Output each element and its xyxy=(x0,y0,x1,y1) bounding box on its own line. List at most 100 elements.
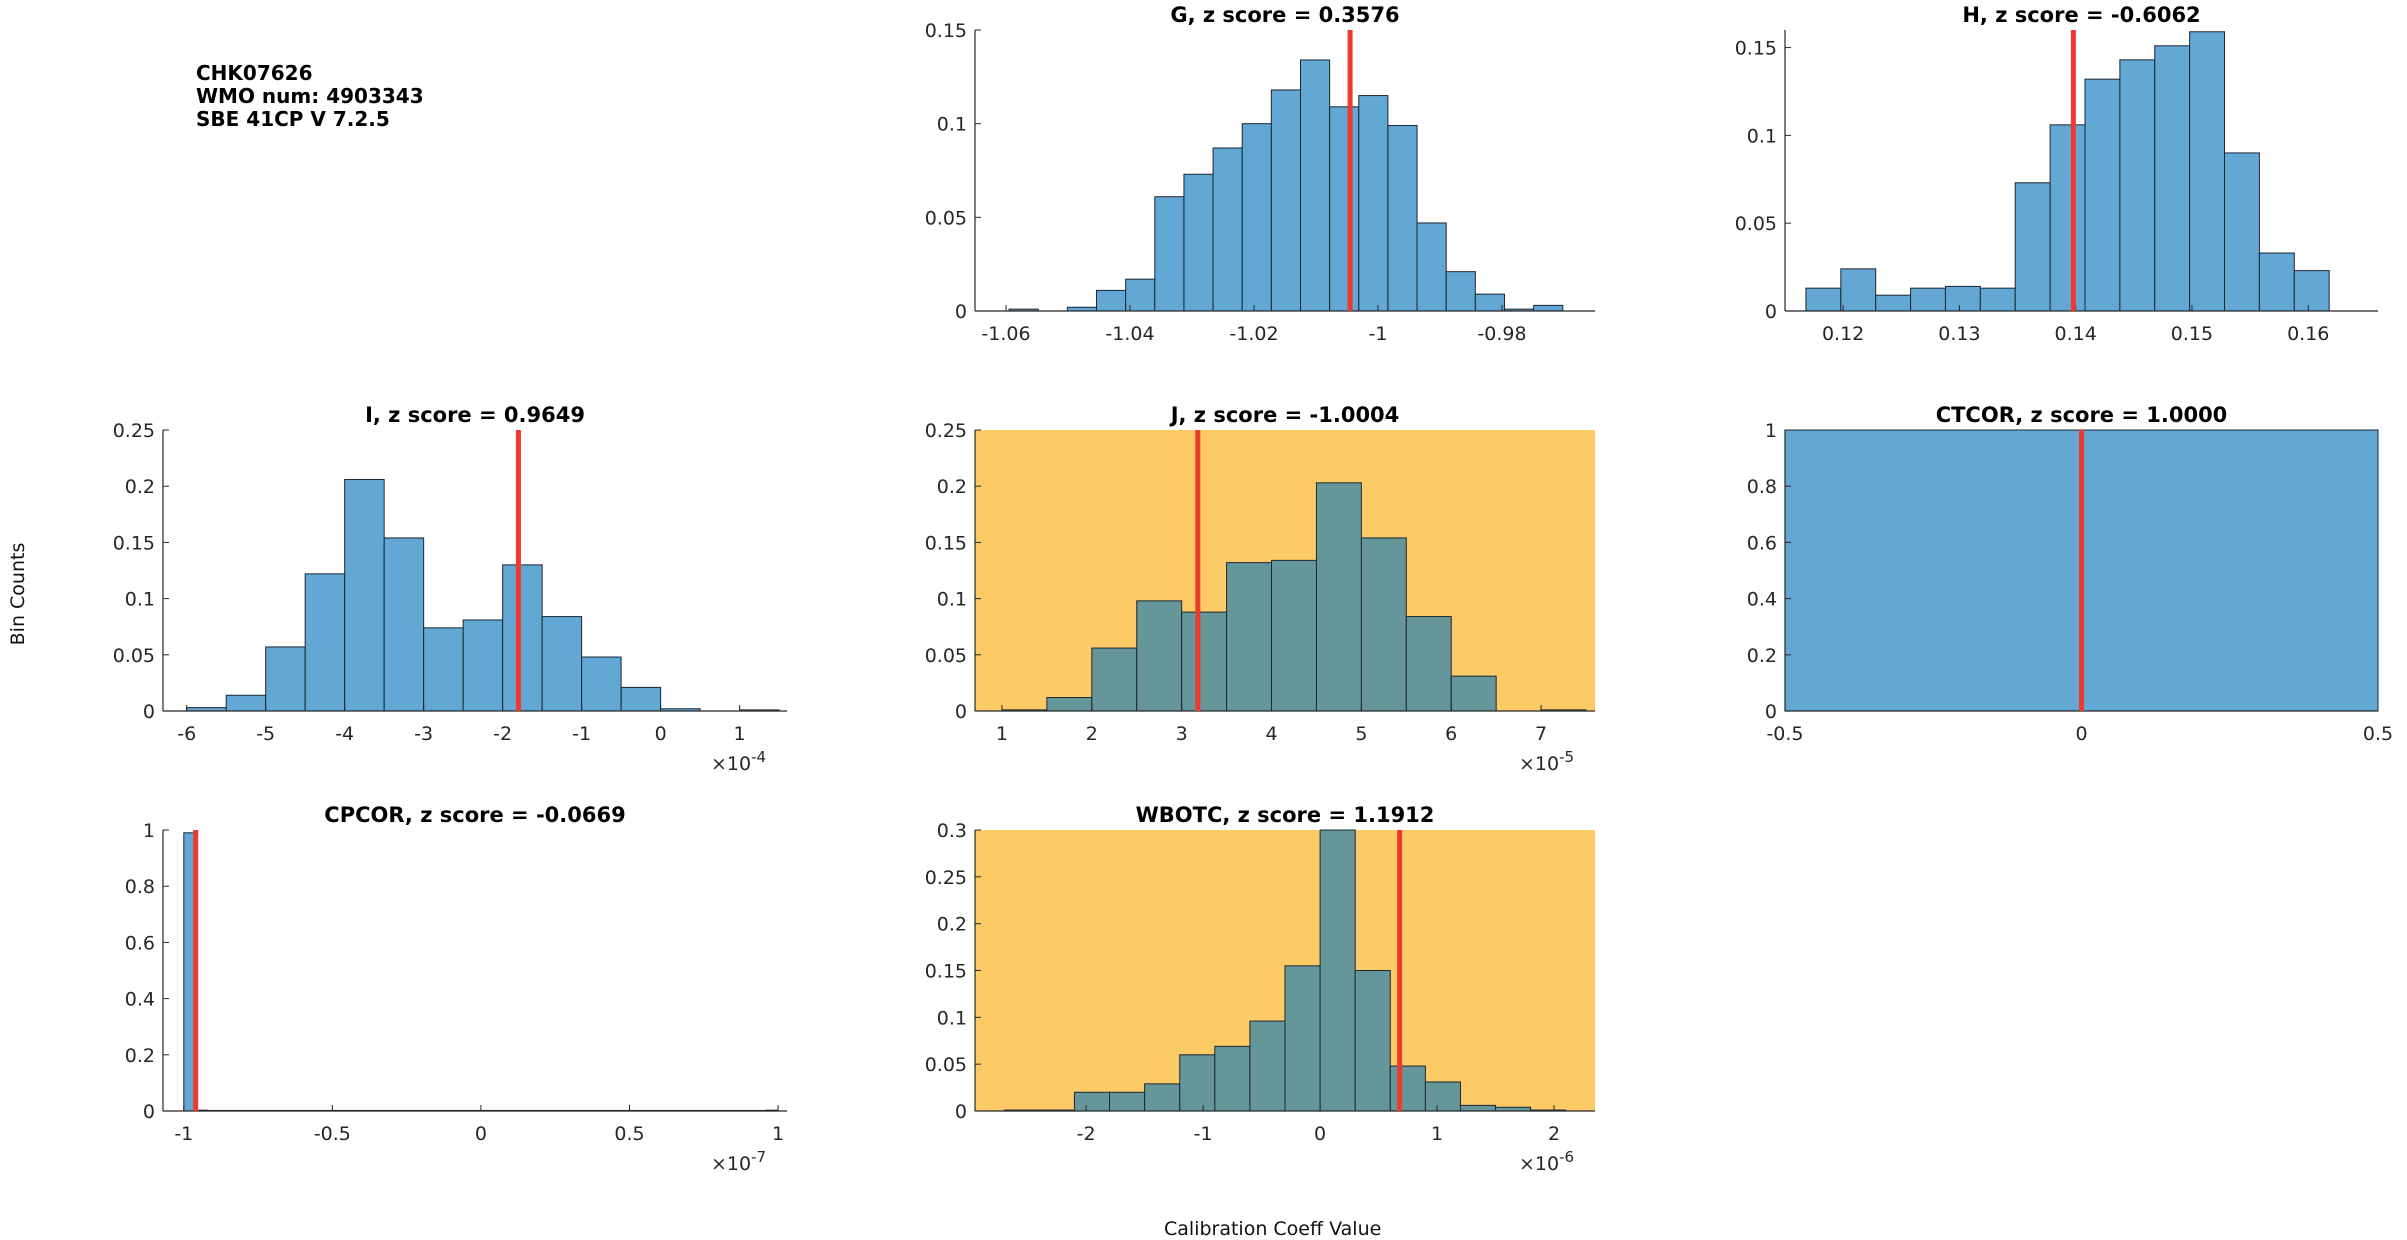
chart-cpcor-x-exponent: ×10-7 xyxy=(711,1148,766,1175)
chart-h-bar xyxy=(2224,152,2260,312)
chart-i-xtick-label: -3 xyxy=(414,723,433,745)
chart-j-title: J, z score = -1.0004 xyxy=(1169,403,1400,427)
chart-h-bar xyxy=(2258,252,2295,312)
chart-j-bar xyxy=(1136,600,1183,712)
chart-cpcor-xtick-label: -1 xyxy=(174,1123,193,1145)
chart-wbotc-xtick-label: -2 xyxy=(1077,1123,1096,1145)
chart-j-xtick-label: 4 xyxy=(1265,723,1277,745)
chart-wbotc-xtick-label: 2 xyxy=(1548,1123,1560,1145)
chart-wbotc-ytick-label: 0.15 xyxy=(925,961,967,983)
chart-cpcor-xtick-label: 0 xyxy=(475,1123,487,1145)
chart-cpcor-ytick-label: 0.4 xyxy=(125,989,155,1011)
chart-h-bar xyxy=(1979,287,2016,312)
chart-h-bar xyxy=(2154,45,2191,312)
y-axis-label: Bin Counts xyxy=(7,542,29,646)
chart-j-bar xyxy=(1091,647,1138,712)
chart-g-ytick-label: 0.1 xyxy=(937,114,967,136)
chart-wbotc-xtick-label: 0 xyxy=(1314,1123,1326,1145)
chart-ctcor-title: CTCOR, z score = 1.0000 xyxy=(1936,403,2228,427)
chart-cpcor-xtick-label: 1 xyxy=(772,1123,784,1145)
chart-g-bar xyxy=(1154,196,1185,312)
chart-i-ytick-label: 0.05 xyxy=(113,645,155,667)
chart-wbotc-ytick-label: 0.05 xyxy=(925,1054,967,1076)
chart-ctcor-ytick-label: 0.6 xyxy=(1747,532,1777,554)
panel-cpcor: 0 0.2 0.4 0.6 0.8 1 -1 -0.5 0 0.5 1 ×10-7 CPCOR, z s… xyxy=(125,803,787,1175)
chart-g-xtick-label: -0.98 xyxy=(1477,323,1526,345)
chart-h-bar xyxy=(2293,270,2330,312)
chart-wbotc-ytick-label: 0.3 xyxy=(937,820,967,842)
chart-cpcor-xtick-label: -0.5 xyxy=(314,1123,351,1145)
chart-j-bar xyxy=(1405,616,1452,712)
chart-cpcor-title: CPCOR, z score = -0.0669 xyxy=(324,803,625,827)
chart-g-xtick-label: -1.02 xyxy=(1229,323,1278,345)
chart-ctcor-xtick-label: 0.5 xyxy=(2363,723,2393,745)
chart-wbotc-xtick-label: 1 xyxy=(1431,1123,1443,1145)
chart-g-bar xyxy=(1125,278,1156,312)
chart-wbotc-bar xyxy=(1424,1081,1461,1112)
chart-j-ytick-label: 0 xyxy=(955,701,967,723)
chart-i-x-exponent: ×10-4 xyxy=(711,748,766,775)
chart-g-bar xyxy=(1300,59,1331,312)
chart-h-bar xyxy=(2014,182,2051,312)
chart-i-bar xyxy=(620,686,662,712)
chart-j-xtick-label: 6 xyxy=(1445,723,1457,745)
chart-j-ytick-label: 0.1 xyxy=(937,589,967,611)
chart-h-xtick-label: 0.16 xyxy=(2287,323,2329,345)
chart-cpcor-xtick-label: 0.5 xyxy=(614,1123,644,1145)
chart-j-bar xyxy=(1271,559,1317,712)
chart-wbotc-x-exponent: ×10-6 xyxy=(1519,1148,1574,1175)
chart-cpcor-ytick-label: 1 xyxy=(143,820,155,842)
chart-wbotc-ytick-label: 0 xyxy=(955,1101,967,1123)
chart-h-bar xyxy=(2119,59,2156,312)
chart-j-xtick-label: 7 xyxy=(1535,723,1547,745)
float-info-block: CHK07626 WMO num: 4903343 SBE 41CP V 7.2… xyxy=(196,62,424,131)
chart-wbotc-bar xyxy=(1459,1104,1497,1112)
chart-h-bar xyxy=(2189,31,2226,312)
chart-i-bar xyxy=(423,627,464,712)
chart-j-xtick-label: 5 xyxy=(1355,723,1367,745)
chart-i-xtick-label: -4 xyxy=(335,723,354,745)
chart-g-bar xyxy=(1387,125,1418,312)
chart-wbotc-ytick-label: 0.2 xyxy=(937,914,967,936)
chart-i-bar xyxy=(304,573,346,712)
chart-i-ytick-label: 0 xyxy=(143,701,155,723)
chart-j-bar xyxy=(1181,611,1228,712)
panel-i: 0 0.05 0.1 0.15 0.2 0.25 -6 -5 -4 -3 -2 -1 0 1 ×10-4 I,… xyxy=(113,403,787,775)
chart-i-xtick-label: -5 xyxy=(256,723,275,745)
chart-i-ytick-label: 0.25 xyxy=(113,420,155,442)
chart-cpcor-ytick-label: 0.8 xyxy=(125,876,155,898)
panel-wbotc: 0 0.05 0.1 0.15 0.2 0.25 0.3 -2 -1 0 1 2 ×10-6 WBOTC,… xyxy=(925,803,1595,1175)
chart-h-ytick-label: 0 xyxy=(1765,301,1777,323)
chart-g-ytick-label: 0 xyxy=(955,301,967,323)
chart-ctcor-ytick-label: 0.8 xyxy=(1747,476,1777,498)
chart-g-ytick-label: 0.15 xyxy=(925,20,967,42)
chart-i-ytick-label: 0.15 xyxy=(113,532,155,554)
chart-g-xtick-label: -1.04 xyxy=(1105,323,1154,345)
chart-i-xtick-label: 1 xyxy=(734,723,746,745)
chart-i-ytick-label: 0.1 xyxy=(125,589,155,611)
chart-cpcor-ytick-label: 0 xyxy=(143,1101,155,1123)
chart-wbotc-bar xyxy=(1109,1091,1146,1112)
chart-g-title: G, z score = 0.3576 xyxy=(1170,3,1399,27)
chart-j-ytick-label: 0.05 xyxy=(925,645,967,667)
chart-g-bar xyxy=(1241,123,1272,312)
chart-wbotc-bar xyxy=(1354,970,1391,1112)
chart-g-bar xyxy=(1270,89,1301,312)
chart-i-bar xyxy=(265,646,306,712)
chart-j-bar xyxy=(1360,537,1407,712)
chart-i-bar xyxy=(541,616,583,712)
chart-h-xtick-label: 0.14 xyxy=(2055,323,2097,345)
chart-i-ytick-label: 0.2 xyxy=(125,476,155,498)
chart-h-ytick-label: 0.1 xyxy=(1747,125,1777,147)
chart-h-xtick-label: 0.13 xyxy=(1938,323,1980,345)
chart-cpcor-ytick-label: 0.6 xyxy=(125,932,155,954)
chart-i-bar xyxy=(344,478,385,712)
chart-ctcor-ytick-label: 0.4 xyxy=(1747,589,1777,611)
chart-h-title: H, z score = -0.6062 xyxy=(1962,3,2200,27)
chart-i-bar xyxy=(383,537,425,712)
chart-g-bar xyxy=(1474,293,1505,312)
chart-h-bar xyxy=(1910,287,1946,312)
chart-wbotc-bar xyxy=(1073,1091,1111,1112)
